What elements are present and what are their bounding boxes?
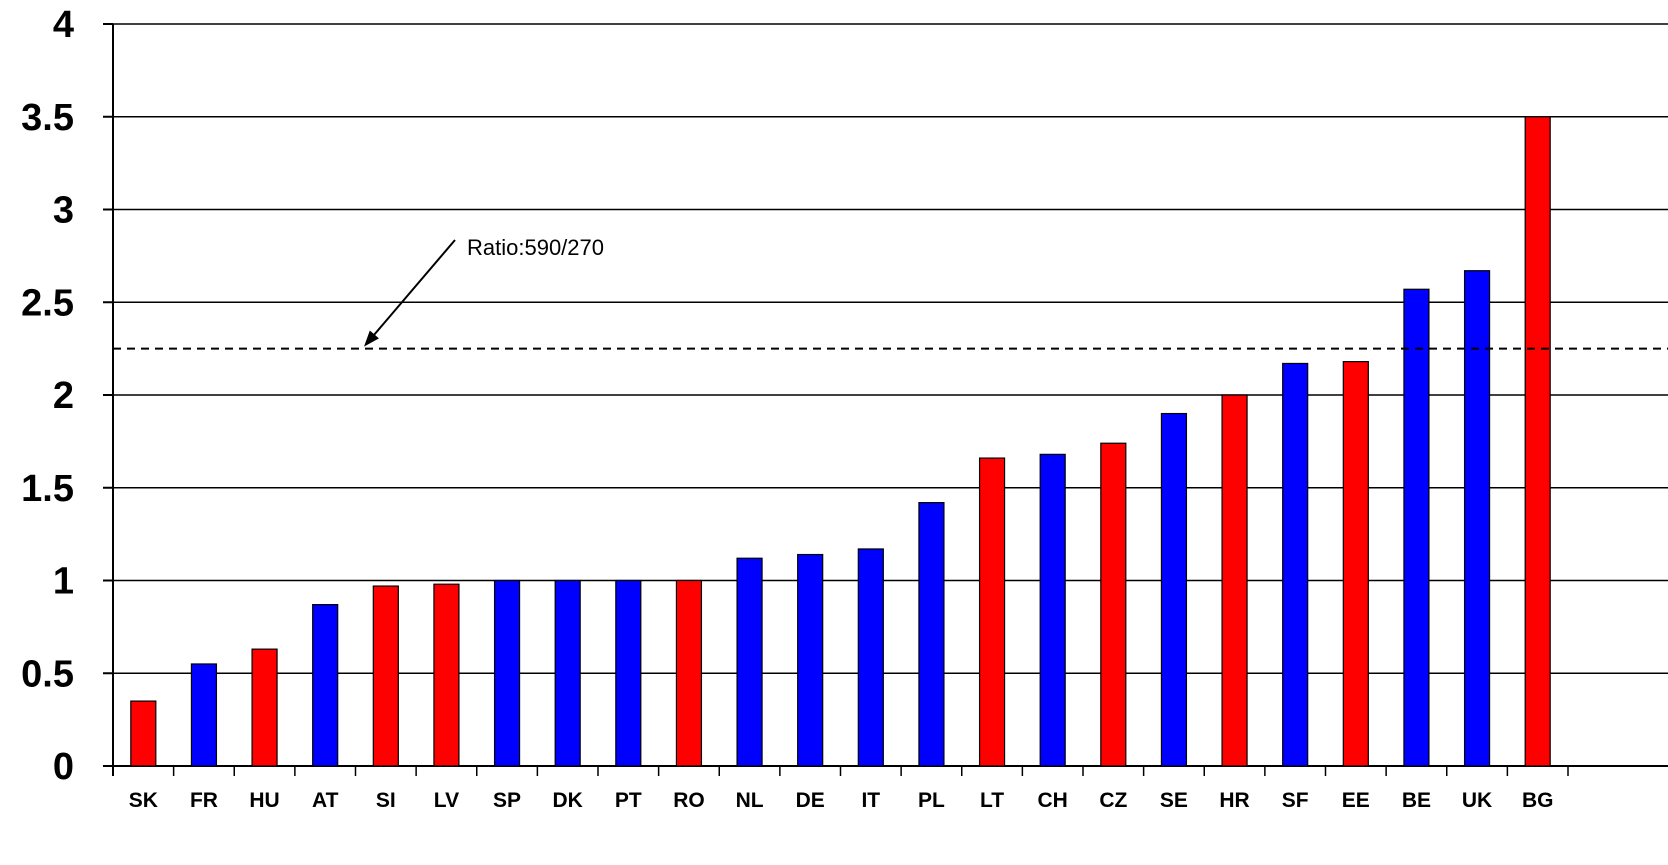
bar-de: [797, 553, 824, 767]
x-tick-label: PL: [918, 789, 945, 812]
annotation-arrowhead: [364, 330, 379, 347]
x-tick-label: SF: [1282, 789, 1309, 812]
x-tick-label: FR: [190, 789, 218, 812]
y-tick-label: 3: [53, 190, 74, 232]
x-tick-label: HR: [1219, 789, 1249, 812]
x-tick-label: DE: [796, 789, 825, 812]
x-tick-label: BE: [1402, 789, 1431, 812]
annotation: Ratio:590/270: [364, 235, 604, 347]
x-tick-label: NL: [736, 789, 764, 812]
bar-at: [312, 604, 339, 767]
y-tick-label: 3.5: [21, 97, 74, 139]
x-tick-label: HU: [249, 789, 279, 812]
bar-sf: [1282, 362, 1309, 767]
bar-hr: [1221, 394, 1248, 767]
x-axis-ticks: SK FR HU AT SI LV SP DK PT RO NL DE IT PL LT CH CZ SE HR SF…: [112, 766, 1569, 812]
x-tick-label: SI: [376, 789, 396, 812]
bar-sk: [130, 700, 157, 767]
bar-uk: [1463, 270, 1491, 767]
x-tick-label: RO: [673, 789, 705, 812]
bar-ro: [675, 579, 703, 767]
x-tick-label: SE: [1160, 789, 1188, 812]
x-tick-label: BG: [1522, 789, 1554, 812]
bar-cz: [1100, 442, 1127, 767]
y-tick-label: 2: [53, 375, 74, 417]
bar-ch: [1039, 453, 1066, 767]
x-tick-label: UK: [1462, 789, 1492, 812]
x-tick-label: SP: [493, 789, 521, 812]
x-tick-label: AT: [312, 789, 339, 812]
bar-dk: [554, 579, 581, 767]
y-axis-ticks: 0 0.5 1 1.5 2 2.5 3 3.5 4: [21, 4, 113, 788]
bar-hu: [251, 648, 278, 767]
annotation-arrow: [369, 239, 456, 341]
y-tick-label: 1.5: [21, 468, 74, 510]
gridlines: [113, 23, 1668, 767]
bar-si: [372, 585, 399, 767]
y-tick-label: 2.5: [21, 282, 74, 324]
bar-sp: [493, 579, 521, 767]
bar-be: [1403, 288, 1430, 767]
bar-it: [857, 548, 884, 767]
y-tick-label: 1: [53, 561, 74, 603]
bars: [130, 116, 1551, 767]
bar-se: [1160, 412, 1188, 767]
x-tick-label: EE: [1342, 789, 1370, 812]
x-tick-label: CZ: [1099, 789, 1127, 812]
x-tick-label: PT: [615, 789, 642, 812]
x-tick-label: SK: [129, 789, 158, 812]
bar-bg: [1524, 116, 1551, 767]
x-tick-label: IT: [861, 789, 880, 812]
x-tick-label: CH: [1038, 789, 1068, 812]
bar-lv: [433, 583, 460, 767]
y-tick-label: 0: [53, 746, 74, 788]
y-tick-label: 0.5: [21, 653, 74, 695]
y-tick-label: 4: [53, 4, 74, 46]
bar-ee: [1342, 361, 1369, 767]
x-tick-label: LT: [980, 789, 1004, 812]
x-tick-label: LV: [434, 789, 459, 812]
x-tick-label: DK: [553, 789, 583, 812]
annotation-label: Ratio:590/270: [467, 235, 604, 260]
bar-nl: [736, 557, 763, 767]
bar-fr: [190, 663, 218, 767]
bar-pt: [615, 579, 642, 767]
bar-lt: [978, 457, 1006, 767]
bar-pl: [918, 501, 945, 767]
